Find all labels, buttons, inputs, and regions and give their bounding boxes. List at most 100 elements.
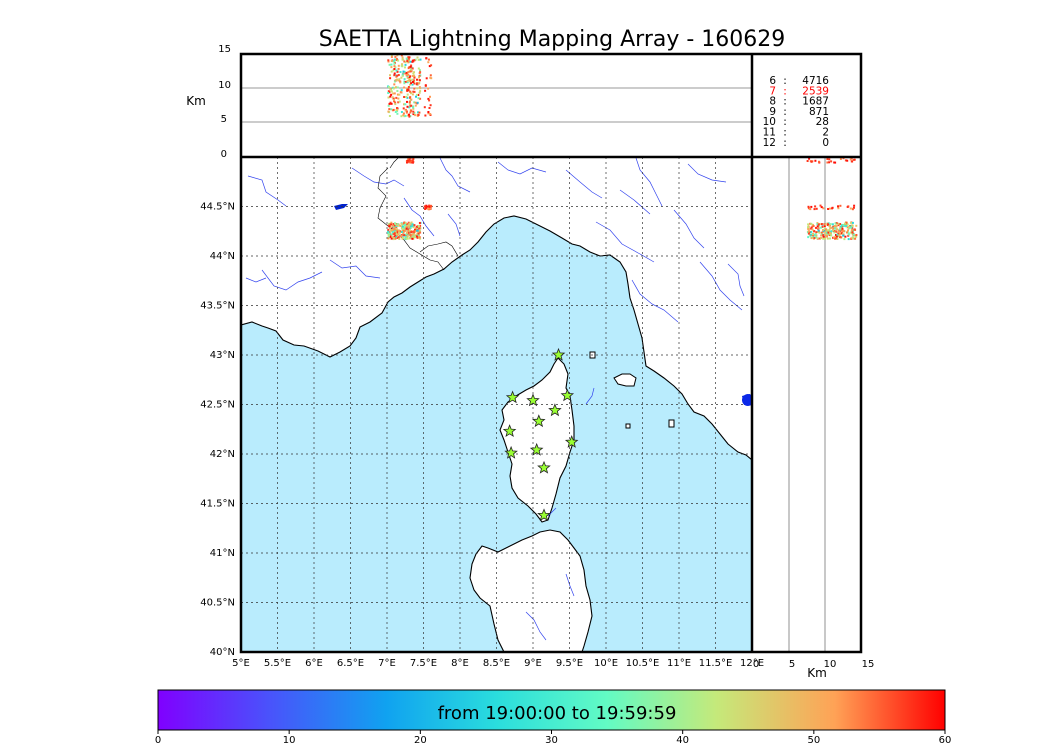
lightning-source-point <box>836 233 839 236</box>
lightning-source-point <box>388 225 391 228</box>
lightning-source-point <box>393 92 396 95</box>
lightning-source-point <box>405 111 408 114</box>
lightning-source-point <box>403 60 406 63</box>
lightning-source-point <box>810 226 813 229</box>
lightning-source-point <box>409 65 412 68</box>
lightning-source-point <box>413 233 415 236</box>
lightning-source-point <box>397 97 400 100</box>
lightning-source-point <box>416 56 419 59</box>
lightning-source-point <box>395 79 398 81</box>
lightning-source-point <box>829 223 832 226</box>
lightning-source-point <box>822 235 825 238</box>
lightning-source-point <box>830 234 833 237</box>
lightning-source-point <box>417 224 420 227</box>
lightning-source-point <box>419 224 422 227</box>
lightning-source-point <box>414 114 417 117</box>
lightning-source-point <box>401 225 404 228</box>
lightning-source-point <box>826 229 829 232</box>
lightning-source-point <box>820 206 823 209</box>
lightning-source-point <box>810 237 813 240</box>
lightning-source-point <box>840 229 843 232</box>
lightning-source-point <box>402 107 405 110</box>
lat-tick-label: 43°N <box>210 350 235 361</box>
count-station-number: 11 <box>763 127 776 139</box>
lightning-source-point <box>815 231 818 234</box>
lightning-source-point <box>397 101 400 104</box>
lightning-source-point <box>838 236 841 239</box>
lightning-source-point <box>392 69 395 72</box>
colorbar-ticks: 0 10 20 30 40 50 60 <box>155 730 951 746</box>
lightning-source-point <box>850 232 853 235</box>
colorbar-tick-label: 40 <box>676 735 689 746</box>
count-value: 871 <box>809 106 829 118</box>
lightning-source-point <box>404 114 407 117</box>
lightning-source-point <box>414 58 417 61</box>
lightning-source-point <box>427 87 430 90</box>
lightning-source-point <box>425 57 428 60</box>
lightning-source-point <box>850 160 853 163</box>
lightning-source-point <box>847 232 850 235</box>
lightning-source-point <box>387 236 390 239</box>
lightning-source-point <box>412 81 414 83</box>
lightning-source-point <box>402 236 405 239</box>
lightning-source-point <box>835 237 838 240</box>
colorbar-gradient <box>157 689 946 731</box>
lightning-source-point <box>850 157 853 160</box>
lightning-source-point <box>405 233 408 236</box>
lightning-source-point <box>408 106 411 109</box>
lightning-source-point <box>828 161 830 164</box>
lightning-source-point <box>840 232 843 235</box>
station-star-icon <box>564 434 579 448</box>
alt-lon-ylabel: Km <box>186 94 206 108</box>
lon-tick-label: 11.5°E <box>699 658 733 669</box>
lightning-source-point <box>807 223 810 226</box>
lightning-source-point <box>387 228 390 231</box>
lightning-source-point <box>813 230 816 233</box>
lightning-source-point <box>413 74 416 77</box>
lightning-source-point <box>417 97 420 100</box>
count-separator: : <box>783 85 787 97</box>
lightning-source-point <box>414 234 417 237</box>
lightning-source-point <box>837 205 839 208</box>
lightning-source-point <box>393 65 396 68</box>
lightning-source-point <box>845 222 848 225</box>
lightning-source-point <box>411 159 414 162</box>
lightning-source-point <box>414 236 417 239</box>
lightning-source-point <box>844 223 847 226</box>
colorbar-tick-label: 20 <box>414 735 427 746</box>
lightning-source-point <box>820 236 822 239</box>
lightning-source-point <box>851 208 854 211</box>
count-value: 1687 <box>802 96 829 108</box>
lightning-source-point <box>389 77 392 80</box>
lightning-source-point <box>828 158 831 161</box>
map-panel: 5°E 5.5°E 6°E 6.5°E 7°E 7.5°E 8°E 8.5°E 9°E 9.5°E… <box>200 157 764 669</box>
lightning-source-point <box>387 96 390 99</box>
map-tick-labels: 5°E 5.5°E 6°E 6.5°E 7°E 7.5°E 8°E 8.5°E 9°E 9.5°E… <box>200 202 764 670</box>
count-separator: : <box>783 106 787 118</box>
lightning-source-point <box>853 228 856 231</box>
lightning-source-point <box>854 237 857 240</box>
lightning-source-point <box>392 87 395 90</box>
lightning-source-point <box>429 207 432 210</box>
lightning-source-point <box>407 67 410 70</box>
lightning-source-point <box>415 95 417 98</box>
lightning-source-point <box>846 226 849 229</box>
lightning-source-point <box>387 110 390 113</box>
lightning-source-point <box>838 233 841 236</box>
lightning-source-point <box>845 221 848 224</box>
lightning-source-point <box>842 234 845 237</box>
lightning-source-point <box>404 109 407 112</box>
lightning-source-point <box>408 237 411 240</box>
lightning-source-point <box>823 227 826 230</box>
lightning-source-point <box>392 92 395 95</box>
lightning-source-point <box>406 87 409 90</box>
lightning-source-point <box>818 237 821 240</box>
lightning-source-point <box>393 62 396 65</box>
lightning-source-point <box>406 160 409 163</box>
lightning-source-point <box>403 234 406 237</box>
lightning-source-point <box>847 238 850 241</box>
lightning-source-point <box>390 235 393 238</box>
lightning-source-point <box>424 84 427 87</box>
lightning-source-point <box>418 91 421 94</box>
alt-lat-xtick-0: 0 <box>753 659 759 670</box>
